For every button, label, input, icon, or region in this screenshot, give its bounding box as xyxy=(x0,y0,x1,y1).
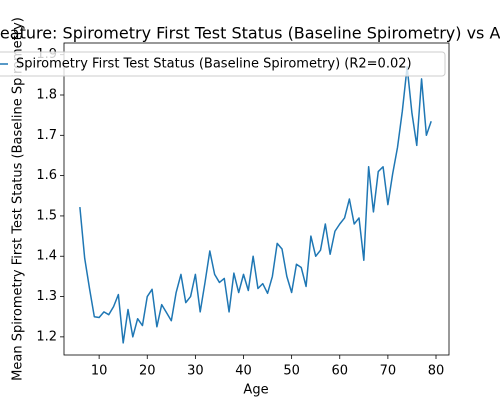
x-tick-label: 60 xyxy=(331,364,348,379)
legend-box xyxy=(0,51,446,77)
y-tick-label: 1.7 xyxy=(36,128,57,143)
y-tick-label: 1.6 xyxy=(36,168,57,183)
x-tick-label: 50 xyxy=(283,364,300,379)
axes-frame xyxy=(63,42,450,356)
chart-title: Feature: Spirometry First Test Status (B… xyxy=(0,24,500,43)
y-tick-label: 1.4 xyxy=(36,249,57,264)
x-tick-label: 40 xyxy=(235,364,252,379)
y-tick-label: 1.8 xyxy=(36,88,57,103)
x-tick-label: 10 xyxy=(91,364,108,379)
x-tick-label: 70 xyxy=(380,364,397,379)
y-tick-label: 1.5 xyxy=(36,208,57,223)
x-tick-label: 30 xyxy=(187,364,204,379)
data-line xyxy=(79,66,432,344)
x-tick-label: 80 xyxy=(428,364,445,379)
y-tick-label: 1.3 xyxy=(36,289,57,304)
x-axis-label: Age xyxy=(243,383,268,398)
legend-label: Spirometry First Test Status (Baseline S… xyxy=(16,57,412,72)
y-axis-label: Mean Spirometry First Test Status (Basel… xyxy=(11,17,26,381)
x-tick-label: 20 xyxy=(139,364,156,379)
y-tick-label: 1.2 xyxy=(36,329,57,344)
